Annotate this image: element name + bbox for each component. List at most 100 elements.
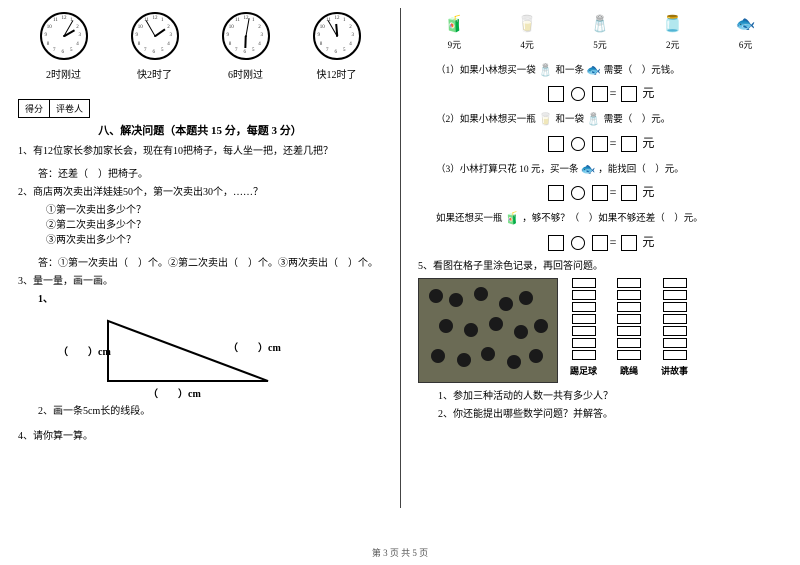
p1-b: 和一条 — [555, 66, 584, 76]
p2-b: 和一袋 — [555, 115, 584, 125]
jar-icon: 🧃 — [505, 209, 520, 228]
tally-cell[interactable] — [572, 338, 596, 348]
blank-box[interactable] — [621, 185, 637, 201]
fish-icon: 🐟 — [586, 61, 601, 80]
blank-box[interactable] — [621, 235, 637, 251]
page-footer: 第 3 页 共 5 页 — [0, 546, 800, 559]
blank-circle[interactable] — [571, 87, 585, 101]
q2: 2、商店两次卖出洋娃娃50个，第一次卖出30个，……？ — [18, 185, 382, 200]
tally-cell[interactable] — [617, 314, 641, 324]
p2-c: 需要（ ）元。 — [604, 115, 671, 125]
yuan-label: 元 — [642, 86, 654, 100]
tally-cell[interactable] — [663, 350, 687, 360]
blank-circle[interactable] — [571, 137, 585, 151]
blank-box[interactable] — [548, 185, 564, 201]
yuan-label: 元 — [642, 136, 654, 150]
tally-cell[interactable] — [572, 326, 596, 336]
product-item: 🧃9元 — [442, 12, 466, 51]
product-icon: 🥛 — [515, 12, 539, 36]
p2: （2）如果小林想买一瓶 🥛 和一袋 🧂 需要（ ）元。 — [436, 110, 782, 129]
tri-label-1: （ ）cm — [58, 343, 111, 358]
clock-face: 123456789101112 — [222, 12, 270, 60]
left-column: 1234567891011122时刚过123456789101112快2时了12… — [0, 0, 400, 565]
blank-box[interactable] — [592, 136, 608, 152]
tally-cell[interactable] — [572, 314, 596, 324]
activity-picture — [418, 278, 558, 383]
q2-a: ①第一次卖出多少个？ — [46, 203, 382, 218]
product-price: 5元 — [588, 38, 612, 51]
blank-box[interactable] — [621, 86, 637, 102]
p3-a: （3）小林打算只花 10 元，买一条 — [436, 165, 579, 175]
blank-box[interactable] — [592, 86, 608, 102]
clock-block: 123456789101112快2时了 — [131, 12, 179, 81]
yuan-label: 元 — [642, 185, 654, 199]
tally-cell[interactable] — [572, 302, 596, 312]
clock-face: 123456789101112 — [40, 12, 88, 60]
tally-cell[interactable] — [663, 326, 687, 336]
product-price: 2元 — [661, 38, 685, 51]
blank-box[interactable] — [548, 86, 564, 102]
p1-a: （1）如果小林想买一袋 — [436, 66, 536, 76]
p3-b: ，能找回（ ）元。 — [598, 165, 684, 175]
p4-b: ，够不够？（ ）如果不够还差（ ）元。 — [522, 214, 703, 224]
tally-label: 讲故事 — [661, 364, 688, 377]
p1: （1）如果小林想买一袋 🧂 和一条 🐟 需要（ ）元钱。 — [436, 61, 782, 80]
bottle-icon: 🥛 — [538, 110, 553, 129]
q3: 3、量一量，画一画。 — [18, 274, 382, 289]
p3: （3）小林打算只花 10 元，买一条 🐟 ，能找回（ ）元。 — [436, 160, 782, 179]
product-item: 🐟6元 — [734, 12, 758, 51]
triangle: （ ）cm （ ）cm （ ）cm — [18, 311, 382, 401]
tally-cell[interactable] — [617, 290, 641, 300]
tri-label-2: （ ）cm — [228, 339, 281, 354]
tally-column: 踢足球 — [570, 278, 597, 377]
product-icon: 🧃 — [442, 12, 466, 36]
product-item: 🧂 5元 — [588, 12, 612, 51]
tally-cell[interactable] — [617, 302, 641, 312]
eq3: = 元 — [418, 183, 782, 201]
blank-box[interactable] — [621, 136, 637, 152]
q5-1: 1、参加三种活动的人数一共有多少人？ — [438, 389, 782, 404]
tally-cell[interactable] — [663, 302, 687, 312]
product-icon: 🧂 — [588, 12, 612, 36]
product-icon: 🐟 — [734, 12, 758, 36]
q1: 1、有12位家长参加家长会，现在有10把椅子，每人坐一把，还差几把？ — [18, 144, 382, 159]
q5: 5、看图在格子里涂色记录，再回答问题。 — [418, 259, 782, 274]
bag-icon: 🧂 — [538, 61, 553, 80]
tally-cell[interactable] — [572, 350, 596, 360]
section-title: 八、解决问题（本题共 15 分，每题 3 分） — [18, 122, 382, 138]
tally-cell[interactable] — [617, 338, 641, 348]
bag-icon: 🧂 — [586, 110, 601, 129]
blank-box[interactable] — [592, 185, 608, 201]
q2-c: ③两次卖出多少个？ — [46, 233, 382, 248]
tally-cell[interactable] — [663, 338, 687, 348]
tally-cell[interactable] — [617, 326, 641, 336]
tally-cell[interactable] — [663, 290, 687, 300]
tally-cell[interactable] — [617, 278, 641, 288]
tri-label-3: （ ）cm — [148, 385, 201, 400]
items-row: 🧃9元 🥛 4元 🧂 5元 🫙 2元 🐟6元 — [418, 12, 782, 51]
product-price: 4元 — [515, 38, 539, 51]
tally-cell[interactable] — [663, 278, 687, 288]
q2-b: ②第二次卖出多少个？ — [46, 218, 382, 233]
product-icon: 🫙 — [661, 12, 685, 36]
tally-cell[interactable] — [572, 290, 596, 300]
blank-box[interactable] — [548, 235, 564, 251]
tally-cell[interactable] — [617, 350, 641, 360]
yuan-label: 元 — [642, 235, 654, 249]
blank-circle[interactable] — [571, 186, 585, 200]
tally-cell[interactable] — [572, 278, 596, 288]
blank-box[interactable] — [592, 235, 608, 251]
clock-face: 123456789101112 — [131, 12, 179, 60]
blank-box[interactable] — [548, 136, 564, 152]
q4: 4、请你算一算。 — [18, 429, 382, 444]
tally-group: 踢足球跳绳讲故事 — [570, 278, 688, 377]
blank-circle[interactable] — [571, 236, 585, 250]
eq4: = 元 — [418, 233, 782, 251]
clock-label: 2时刚过 — [40, 66, 88, 81]
tally-cell[interactable] — [663, 314, 687, 324]
q1-answer: 答：还差（ ）把椅子。 — [38, 167, 382, 182]
right-column: 🧃9元 🥛 4元 🧂 5元 🫙 2元 🐟6元 （1）如果小林想买一袋 🧂 和一条 🐟 需要（ … — [400, 0, 800, 565]
score-cell-2: 评卷人 — [49, 99, 90, 118]
q5-row: 踢足球跳绳讲故事 — [418, 278, 782, 383]
tally-label: 踢足球 — [570, 364, 597, 377]
